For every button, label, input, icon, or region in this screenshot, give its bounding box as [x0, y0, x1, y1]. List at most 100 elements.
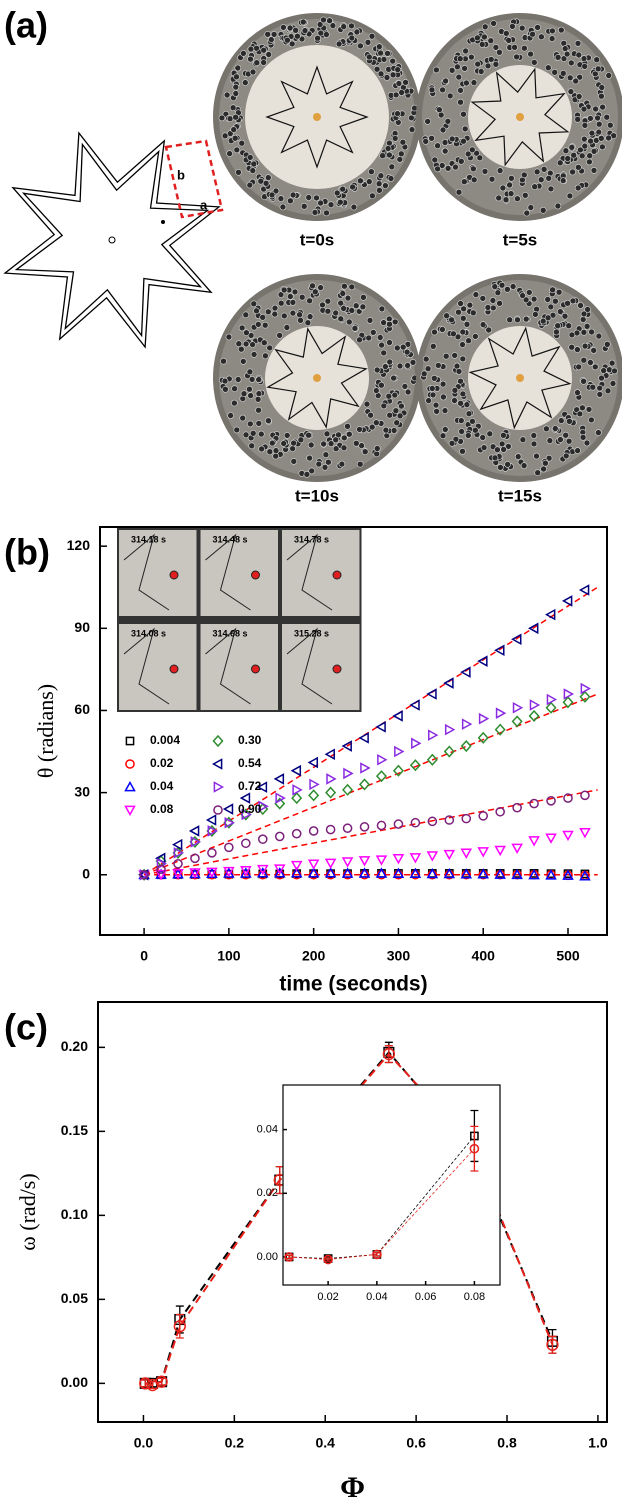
particle	[530, 440, 538, 448]
particle	[459, 341, 466, 348]
error-bar	[148, 1381, 157, 1390]
marker	[360, 762, 371, 774]
particle	[265, 417, 272, 425]
particle	[498, 440, 506, 448]
particle	[460, 305, 467, 313]
particle	[477, 68, 485, 75]
particle	[380, 319, 387, 326]
marker	[562, 869, 574, 880]
marker	[460, 666, 471, 678]
particle	[436, 106, 443, 113]
particle	[457, 377, 464, 385]
particle	[519, 292, 526, 299]
particle	[474, 60, 482, 68]
legend-marker	[212, 734, 224, 748]
particle	[570, 151, 578, 159]
particle	[479, 295, 487, 302]
particle	[611, 367, 618, 375]
photo-star-edge	[286, 627, 333, 705]
particle	[600, 367, 607, 374]
inset-photo	[200, 624, 278, 710]
marker	[173, 859, 183, 869]
particle	[507, 190, 515, 197]
y-tick-label: 0.15	[61, 1122, 88, 1138]
photo-particle	[251, 664, 260, 674]
particle	[591, 363, 599, 371]
particle	[368, 32, 376, 40]
particle	[506, 316, 514, 324]
fit-line	[143, 789, 598, 876]
marker	[241, 808, 252, 821]
particle	[499, 184, 507, 192]
particle	[459, 328, 467, 336]
particle	[568, 144, 576, 151]
inset-photo	[282, 530, 360, 616]
particle	[380, 402, 388, 410]
particle	[473, 149, 480, 157]
legend-label: 0.004	[150, 733, 180, 747]
particle	[384, 145, 392, 152]
particle	[277, 299, 285, 307]
particle	[469, 417, 476, 425]
particle	[505, 443, 512, 450]
particle	[247, 45, 255, 53]
marker	[358, 732, 369, 744]
particle	[333, 189, 341, 197]
particle	[580, 135, 588, 143]
legend-label: 0.54	[238, 756, 262, 770]
particle	[594, 65, 602, 73]
marker	[392, 764, 404, 777]
particle	[575, 93, 583, 100]
particle	[408, 114, 415, 122]
particle	[235, 169, 242, 176]
particle	[316, 21, 324, 28]
particle	[254, 395, 262, 403]
particle	[284, 36, 291, 44]
particle	[598, 92, 605, 100]
particle	[314, 34, 321, 42]
particle	[465, 410, 473, 418]
particle	[514, 316, 521, 324]
particle	[457, 417, 465, 424]
star-outline	[3, 131, 221, 349]
particle	[339, 290, 347, 297]
marker	[563, 793, 573, 803]
particle	[350, 203, 358, 211]
marker	[444, 723, 456, 736]
marker	[307, 859, 320, 870]
x-axis-label: time (seconds)	[279, 973, 427, 996]
particle	[267, 36, 275, 43]
star-center	[108, 236, 116, 244]
particle	[494, 446, 501, 454]
particle	[323, 209, 330, 217]
y-tick-label: 60	[74, 701, 90, 717]
particle	[455, 188, 463, 196]
particle	[468, 53, 475, 61]
particle	[540, 166, 548, 173]
particle	[268, 191, 276, 199]
particle	[232, 83, 240, 91]
particle	[255, 390, 263, 397]
particle	[402, 79, 409, 86]
marker	[469, 1143, 480, 1154]
particle	[544, 314, 552, 322]
particle	[470, 176, 478, 184]
particle	[574, 447, 581, 454]
particle	[229, 104, 237, 111]
particle	[509, 283, 517, 290]
particle	[340, 305, 347, 312]
particle	[606, 121, 614, 129]
particle	[394, 66, 402, 73]
particle	[485, 326, 493, 334]
particle	[564, 299, 571, 307]
particle	[472, 333, 479, 340]
marker	[393, 869, 404, 880]
particle	[442, 77, 449, 85]
particle	[368, 168, 375, 175]
particle	[566, 417, 573, 425]
particle	[341, 282, 348, 290]
marker	[477, 655, 488, 667]
y-axis-label: ω (rad/s)	[15, 1173, 40, 1250]
particle	[348, 22, 355, 30]
edge-label: a	[200, 197, 208, 212]
